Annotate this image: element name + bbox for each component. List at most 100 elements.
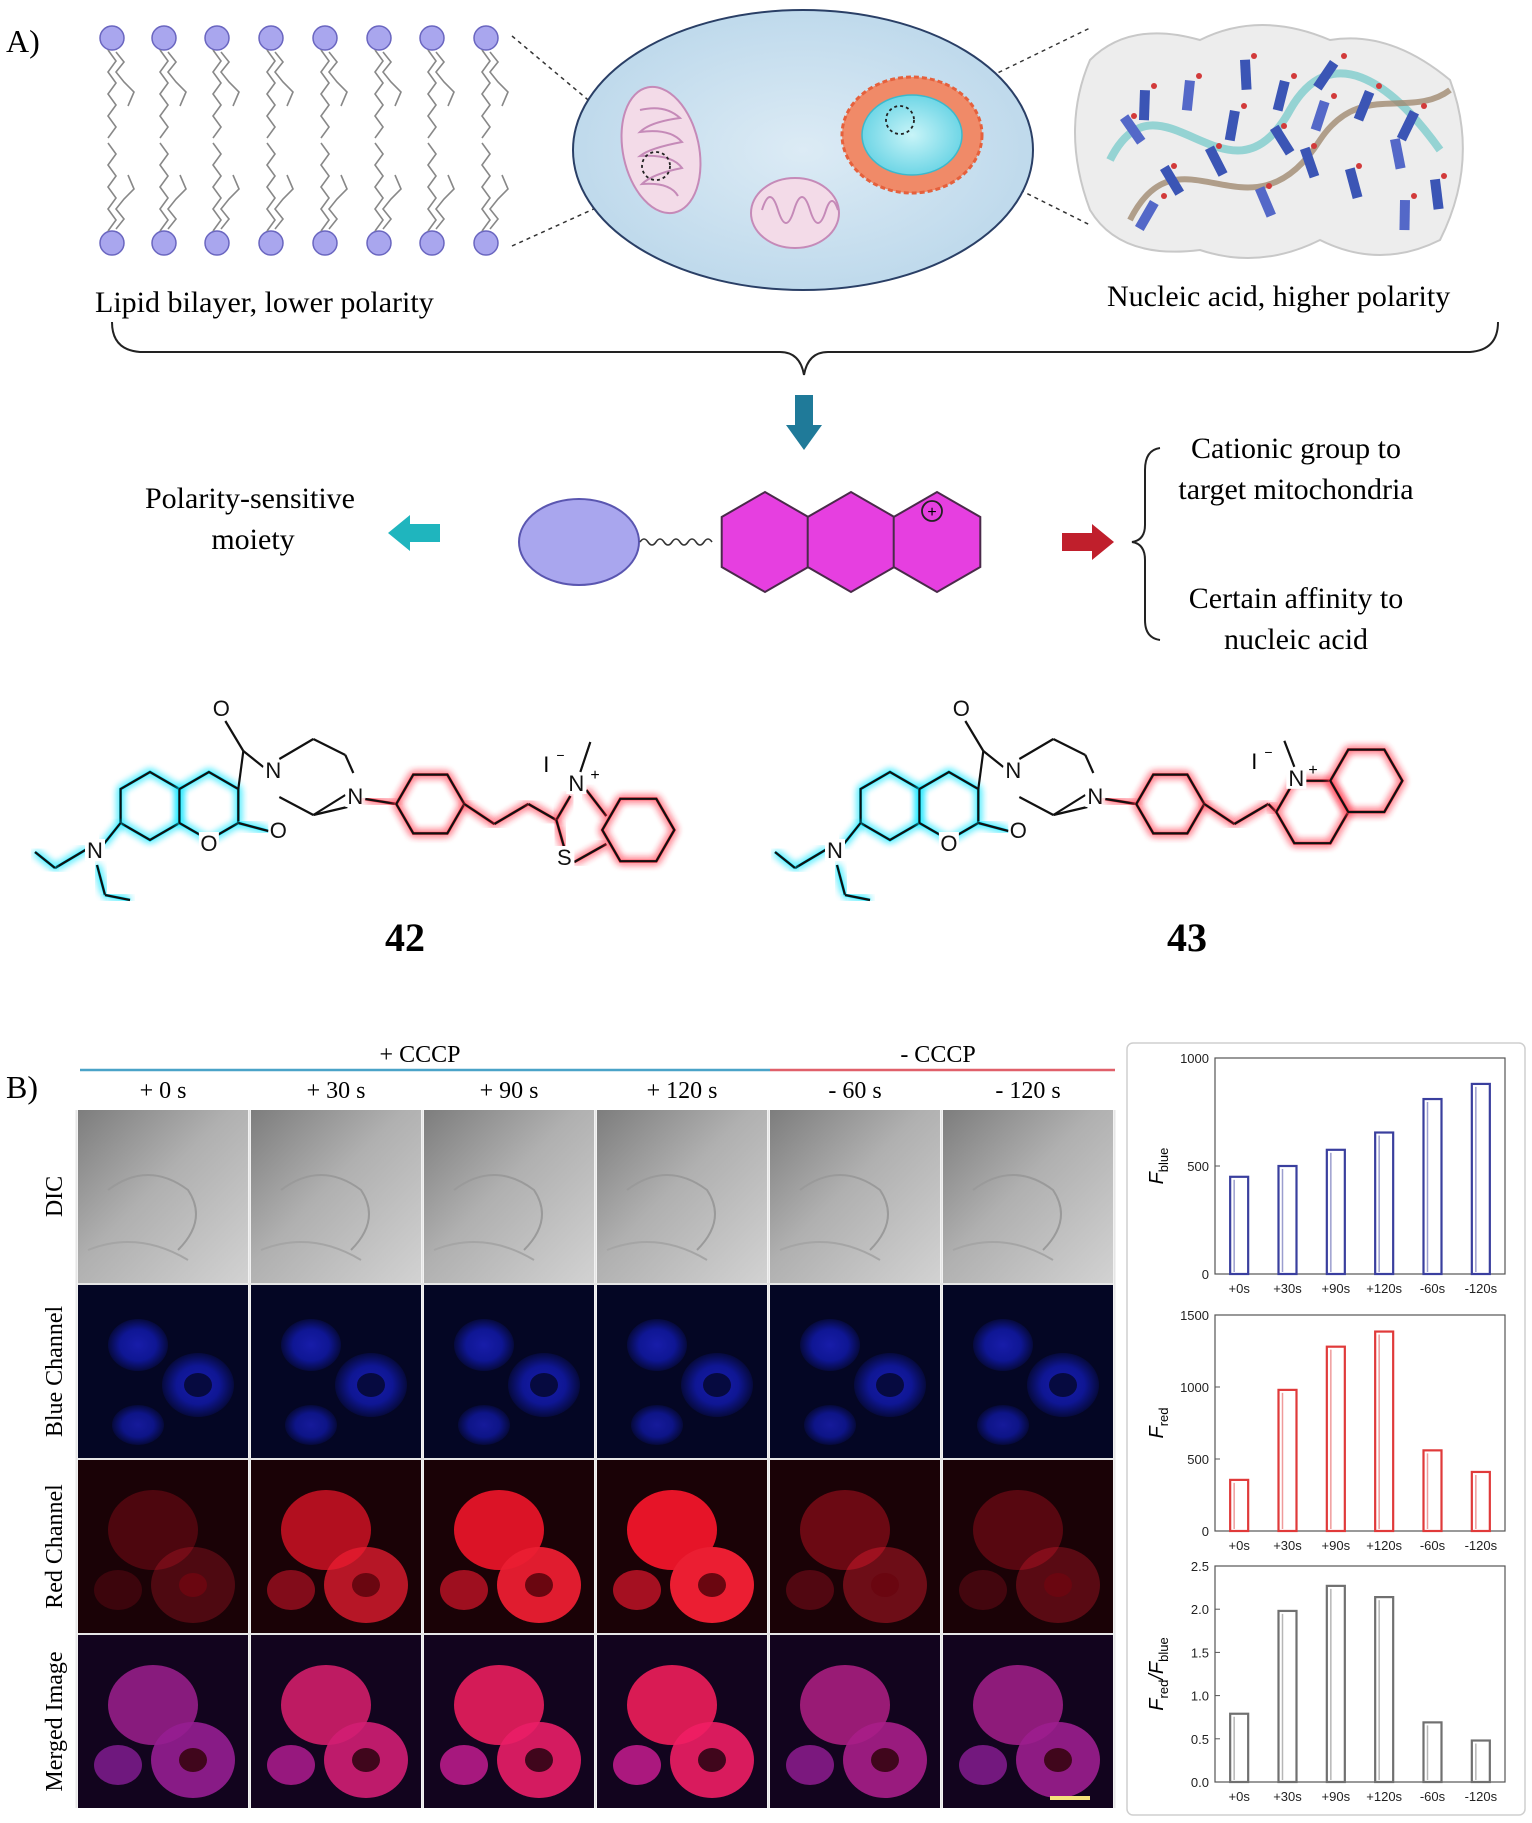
lipid-tail — [488, 174, 509, 230]
bond — [835, 864, 847, 896]
nucleobase — [1396, 110, 1419, 142]
cell-signal — [959, 1745, 1007, 1785]
affinity-line2: nucleic acid — [1224, 623, 1368, 656]
bar — [1325, 1584, 1346, 1784]
bond — [493, 803, 529, 825]
bond — [224, 720, 245, 752]
x-tick-label: +120s — [1366, 1538, 1402, 1553]
row-label: Blue Channel — [42, 1306, 68, 1438]
lipid-head — [99, 25, 125, 51]
group-label-plus: + CCCP — [380, 1042, 461, 1068]
lipid-tail — [114, 51, 135, 107]
lipid-tail — [381, 174, 402, 230]
hexagon-ring — [806, 490, 896, 594]
mitochondrion-illustration — [620, 85, 702, 215]
x-tick-label: -120s — [1465, 1281, 1498, 1296]
nucleobase — [1310, 99, 1330, 132]
nucleus-dark — [352, 1573, 380, 1597]
atom-bg — [1286, 766, 1307, 789]
bond — [982, 750, 1005, 768]
grouping-brace — [111, 321, 1499, 376]
cell-signal — [959, 1570, 1007, 1610]
bar — [1229, 1712, 1250, 1784]
benzo-ring-bond — [601, 797, 676, 863]
moiety-label-line1: Polarity-sensitive — [145, 482, 355, 515]
bond — [1018, 796, 1054, 816]
lipid-tail — [212, 49, 222, 139]
cell-signal — [281, 1490, 371, 1570]
y-tick-label: 1000 — [1180, 1380, 1209, 1395]
y-axis-label-part: red — [1156, 1680, 1171, 1699]
cell-signal — [458, 1405, 510, 1445]
lipid-head — [151, 25, 177, 51]
x-tick-label: -60s — [1420, 1538, 1446, 1553]
atom-oxygen — [1281, 123, 1287, 129]
cell-signal — [454, 1490, 544, 1570]
y-tick-label: 1500 — [1180, 1308, 1209, 1323]
coumarin-ring — [119, 770, 181, 842]
lipid-tail — [159, 49, 169, 139]
atom-oxygen — [1241, 103, 1247, 109]
microscopy-tile — [251, 1635, 421, 1808]
microscopy-tile — [943, 1635, 1113, 1808]
counterion-charge: − — [556, 747, 564, 763]
cell-signal — [440, 1745, 488, 1785]
benzo-ring — [600, 797, 677, 863]
bond — [312, 738, 346, 756]
atom-label: N — [87, 838, 103, 863]
bar — [1229, 1175, 1250, 1276]
time-point-label: + 30 s — [307, 1078, 366, 1104]
nucleic-caption: Nucleic acid, higher polarity — [1107, 280, 1450, 313]
bar — [1374, 1330, 1395, 1533]
bond — [238, 821, 269, 833]
time-point-label: + 90 s — [480, 1078, 539, 1104]
panel-a-label: A) — [6, 23, 40, 59]
nucleus-illustration — [840, 75, 984, 195]
atom-oxygen — [1196, 73, 1202, 79]
microscopy-tile — [597, 1110, 767, 1283]
nucleobase — [1135, 200, 1159, 231]
lipid-head — [366, 230, 392, 256]
atom-oxygen — [1311, 143, 1317, 149]
y-axis-label-part: blue — [1156, 1637, 1171, 1662]
nucleobase — [1272, 80, 1290, 112]
atom-bg — [85, 839, 105, 861]
atom-label: O — [940, 831, 957, 856]
atom-label: N — [1087, 784, 1103, 809]
microscopy-tile — [770, 1285, 940, 1458]
y-tick-label: 500 — [1187, 1452, 1209, 1467]
y-axis-label: Fblue — [1146, 1148, 1171, 1185]
bond — [555, 819, 566, 849]
atom-bg — [951, 697, 972, 719]
atom-oxygen — [1151, 83, 1157, 89]
benzo-ring — [1328, 748, 1405, 814]
bar — [1422, 1721, 1443, 1784]
cell-signal — [267, 1570, 315, 1610]
bond — [1105, 797, 1137, 806]
dic-image — [597, 1110, 767, 1283]
nucleobase — [1353, 90, 1375, 122]
pyranone-ring — [917, 770, 980, 842]
cell-signal — [108, 1319, 168, 1371]
nucleobase — [1160, 164, 1185, 196]
lipid-tail — [266, 142, 276, 232]
microscopy-tile — [943, 1460, 1113, 1633]
lipid-tail — [212, 142, 222, 232]
bar — [1277, 1164, 1298, 1276]
cell-outline — [260, 1241, 362, 1261]
y-tick-label: 2.0 — [1191, 1602, 1209, 1617]
bar — [1277, 1609, 1298, 1784]
atom-bg — [1008, 819, 1029, 841]
atom-bg — [345, 785, 366, 807]
lipid-tail — [219, 51, 240, 107]
atom-label: N — [827, 838, 843, 863]
cell-outline — [799, 1174, 889, 1251]
bond — [312, 794, 346, 816]
features-brace — [1131, 447, 1161, 641]
dic-image — [770, 1110, 940, 1283]
nucleobase — [1204, 145, 1228, 177]
atom-bg — [211, 697, 232, 719]
nucleus-dark — [698, 1573, 726, 1597]
bond — [278, 738, 314, 760]
atom-oxygen — [1441, 173, 1447, 179]
